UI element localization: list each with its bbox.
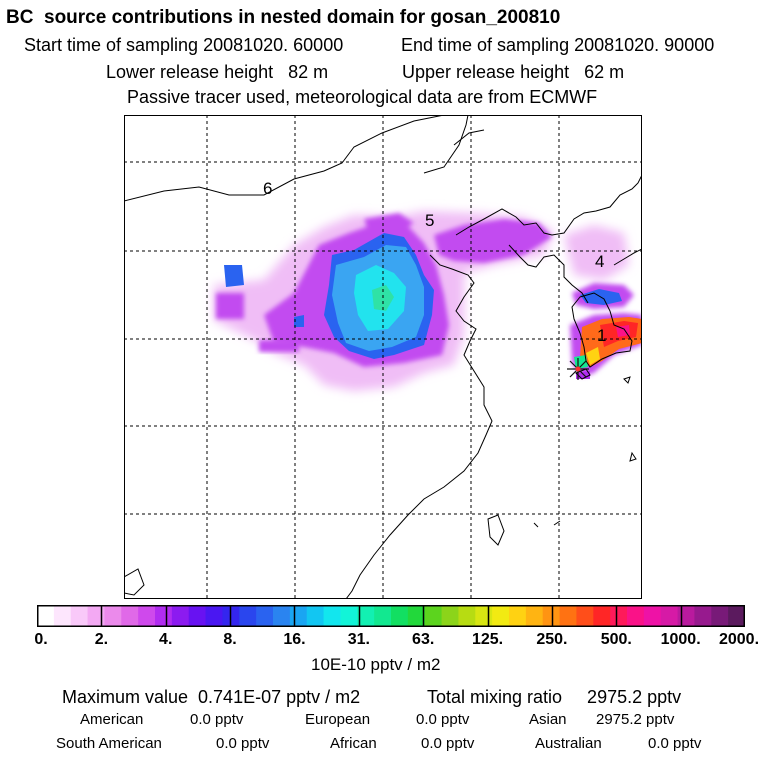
colorbar-swatch <box>694 605 712 627</box>
colorbar-swatch <box>441 605 460 627</box>
upper-release-height-label: Upper release height 62 m <box>402 62 625 82</box>
colorbar-swatch <box>87 605 106 627</box>
plume-purple-west2 <box>259 340 299 352</box>
american-value: 0.0 pptv <box>190 711 244 728</box>
tracer-note: Passive tracer used, meteorological data… <box>127 87 598 107</box>
colorbar-units: 10E-10 pptv / m2 <box>311 655 441 674</box>
australian-label: Australian <box>535 735 602 752</box>
african-value: 0.0 pptv <box>421 735 475 752</box>
colorbar-swatch <box>357 605 375 627</box>
colorbar-swatch <box>576 605 594 627</box>
colorbar-swatch <box>728 605 745 627</box>
plume-purple-west <box>216 293 244 319</box>
colorbar-swatch <box>559 605 578 627</box>
colorbar <box>37 605 745 627</box>
colorbar-tick-label: 16. <box>283 631 306 648</box>
colorbar-swatch <box>492 605 510 627</box>
colorbar-tick-label: 2000. <box>718 631 760 648</box>
end-time-label: End time of sampling 20081020. 90000 <box>401 35 715 55</box>
colorbar-swatch <box>323 605 342 627</box>
total-mixing-ratio: Total mixing ratio 2975.2 pptv <box>427 687 682 707</box>
colorbar-swatch <box>121 605 139 627</box>
colorbar-swatch <box>610 605 628 627</box>
colorbar-swatch <box>306 605 325 627</box>
colorbar-swatch <box>643 605 662 627</box>
colorbar-swatch <box>391 605 409 627</box>
colorbar-swatch <box>104 605 122 627</box>
colorbar-swatch <box>53 605 72 627</box>
colorbar-swatch <box>509 605 527 627</box>
start-time-label: Start time of sampling 20081020. 60000 <box>24 35 344 55</box>
colorbar-tick-label: 2. <box>94 631 109 648</box>
region-label-1: 1 <box>597 326 606 345</box>
colorbar-swatch <box>475 605 493 627</box>
american-label: American <box>80 711 144 728</box>
colorbar-swatch <box>407 605 426 627</box>
region-label-4: 4 <box>595 252 604 271</box>
maximum-value: Maximum value 0.741E-07 pptv / m2 <box>62 687 361 707</box>
australian-value: 0.0 pptv <box>648 735 702 752</box>
region-label-6: 6 <box>263 179 272 198</box>
colorbar-swatch <box>542 605 561 627</box>
colorbar-tick-label: 0. <box>34 631 48 648</box>
colorbar-swatch <box>37 605 55 627</box>
south-american-label: South American <box>56 735 162 752</box>
african-label: African <box>330 735 377 752</box>
plume-green <box>372 285 394 311</box>
coastlines <box>124 115 642 599</box>
south-american-value: 0.0 pptv <box>216 735 270 752</box>
lower-release-height-label: Lower release height 82 m <box>106 62 329 82</box>
colorbar-swatch <box>424 605 443 627</box>
colorbar-swatch <box>593 605 611 627</box>
colorbar-swatch <box>205 605 224 627</box>
colorbar-swatch <box>660 605 679 627</box>
colorbar-tick-label: 4. <box>159 631 173 648</box>
colorbar-tick-label: 500. <box>600 631 632 648</box>
region-label-5: 5 <box>425 211 434 230</box>
graticule <box>124 115 642 599</box>
receptor-star-icon <box>567 358 589 380</box>
colorbar-swatch <box>188 605 207 627</box>
asian-value: 2975.2 pptv <box>596 711 675 728</box>
colorbar-tick-label: 125. <box>471 631 504 648</box>
colorbar-swatch <box>340 605 358 627</box>
colorbar-swatch <box>171 605 190 627</box>
colorbar-swatch <box>256 605 274 627</box>
colorbar-swatch <box>458 605 476 627</box>
source-contribution-map: 6 5 4 1 <box>124 115 642 599</box>
european-label: European <box>305 711 371 728</box>
colorbar-tick-label: 63. <box>412 631 435 648</box>
colorbar-tick-label: 250. <box>536 631 568 648</box>
colorbar-swatch <box>273 605 291 627</box>
colorbar-swatch <box>374 605 392 627</box>
colorbar-swatch <box>525 605 544 627</box>
colorbar-swatch <box>70 605 89 627</box>
colorbar-tick-label: 8. <box>223 631 237 648</box>
colorbar-swatch <box>677 605 696 627</box>
colorbar-tick-label: 31. <box>347 631 370 648</box>
colorbar-swatch <box>711 605 729 627</box>
european-value: 0.0 pptv <box>416 711 470 728</box>
colorbar-swatch <box>627 605 645 627</box>
colorbar-frame <box>37 605 745 627</box>
colorbar-swatch <box>155 605 173 627</box>
colorbar-swatch <box>239 605 257 627</box>
colorbar-swatch <box>289 605 308 627</box>
map-frame <box>124 115 642 599</box>
plot-title: BC source contributions in nested domain… <box>6 7 561 28</box>
colorbar-swatch <box>138 605 156 627</box>
colorbar-tick-label: 1000. <box>660 631 701 648</box>
asian-label: Asian <box>529 711 567 728</box>
